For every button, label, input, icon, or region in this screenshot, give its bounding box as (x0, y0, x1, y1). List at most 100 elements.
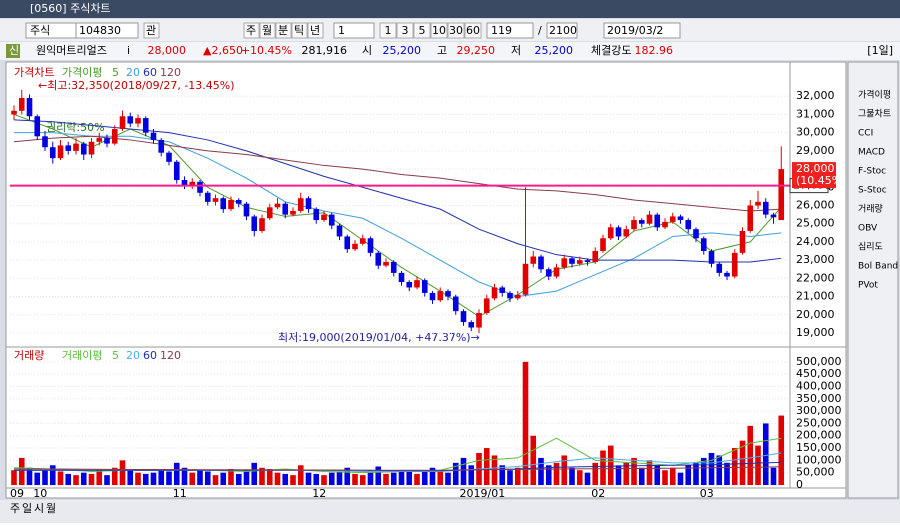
indicator-button[interactable]: 가격이평 (858, 89, 891, 101)
legend-entry: 120 (160, 66, 181, 79)
indicator-button[interactable]: 심리도 (858, 242, 883, 253)
volume-bar (398, 470, 405, 485)
volume-bar (685, 465, 692, 485)
candle-body (11, 110, 17, 115)
info-button[interactable]: i (127, 44, 130, 57)
chart-area (5, 61, 847, 499)
candle-body (778, 169, 785, 221)
interval-button[interactable] (413, 22, 431, 39)
candle-body (282, 203, 289, 215)
indicator-button[interactable]: PVot (858, 281, 878, 291)
bottom-tab[interactable]: 일 (22, 501, 32, 515)
chart-period: [1일] (867, 43, 893, 57)
window-title: [0560] 주식차트 (30, 2, 111, 15)
volume-bar (507, 470, 513, 485)
candle-body (739, 230, 746, 253)
candle-body (716, 263, 723, 273)
sidebar (847, 61, 899, 499)
candle-body (321, 214, 327, 221)
volume-bar (57, 471, 64, 485)
candle-body (762, 201, 769, 215)
candle-body (88, 141, 95, 155)
volume-bar (96, 470, 103, 485)
volume-bar (607, 445, 614, 485)
volume-bar (561, 455, 568, 485)
volume-bar (34, 472, 41, 485)
date-input[interactable] (603, 22, 681, 39)
interval-button[interactable] (464, 22, 482, 39)
volume-bar (65, 473, 72, 485)
candle-body (414, 280, 420, 288)
title-bar (0, 0, 900, 18)
stock-name: 원익머트리얼즈 (36, 43, 107, 57)
interval-button[interactable] (379, 22, 397, 39)
volume-bar (646, 460, 653, 485)
candle-body (631, 220, 637, 230)
indicator-button[interactable]: Bol Band (858, 262, 898, 272)
y-tick-label: 150,000 (796, 441, 842, 454)
volume-bar (135, 472, 141, 485)
indicator-button[interactable]: F-Stoc (858, 167, 886, 177)
candle-body (514, 294, 521, 299)
candle-body (600, 238, 606, 252)
volume-bar (545, 465, 552, 485)
interval-label: 10 (432, 24, 446, 37)
candle-body (708, 251, 715, 264)
candle-body (545, 269, 552, 277)
candle-body (421, 280, 428, 293)
volume-bar (514, 467, 521, 485)
indicator-button[interactable]: OBV (858, 224, 878, 234)
volume-bar (762, 423, 769, 485)
volume-bar (739, 440, 746, 485)
bottom-tab[interactable]: 주 (10, 502, 20, 515)
volume-bar (321, 475, 327, 485)
toolbar-button[interactable] (259, 22, 276, 39)
volume-bar (336, 471, 343, 485)
volume-bar (445, 472, 451, 485)
candle-body (452, 296, 459, 312)
indicator-button[interactable]: S-Stoc (858, 186, 887, 196)
candle-body (646, 214, 653, 224)
x-tick-label: 10 (33, 487, 47, 500)
y-tick-label: 300,000 (796, 404, 842, 417)
high: 29,250 (457, 44, 496, 57)
legend-ma-title: 가격이평 (62, 66, 102, 79)
volume-bar (204, 471, 211, 485)
interval-button[interactable] (396, 22, 414, 39)
volume-bar (538, 457, 544, 485)
y-tick-label: 100,000 (796, 453, 842, 466)
indicator-button[interactable]: 거래량 (858, 203, 883, 215)
candle-body (569, 258, 575, 264)
indicator-button[interactable]: 그물차트 (858, 108, 891, 120)
toolbar-button[interactable] (291, 22, 308, 39)
toolbar-button[interactable] (143, 22, 160, 39)
y-tick-label: 500,000 (796, 355, 842, 368)
badge-bg (6, 44, 20, 58)
toolbar-button[interactable] (307, 22, 324, 39)
code-input[interactable] (75, 22, 139, 39)
y-tick-label: 22,000 (796, 271, 835, 284)
toolbar-button[interactable] (243, 22, 260, 39)
legend-entry: 5 (112, 349, 119, 362)
volume-bar (11, 470, 17, 485)
period-input[interactable] (333, 22, 375, 39)
volume-bar (383, 473, 389, 485)
count-input[interactable] (486, 22, 534, 39)
total-input[interactable] (546, 22, 578, 39)
indicator-button[interactable]: MACD (858, 148, 885, 158)
ma-line (14, 132, 782, 298)
candle-body (18, 98, 25, 111)
interval-button[interactable] (447, 22, 465, 39)
volume-bar (111, 467, 118, 485)
candle-body (491, 287, 498, 299)
y-tick-label: 50,000 (796, 466, 835, 479)
interval-button[interactable] (430, 22, 448, 39)
toolbar-button[interactable] (275, 22, 292, 39)
indicator-button[interactable]: CCI (858, 129, 873, 139)
bottom-tab[interactable]: 시 (34, 502, 44, 515)
bottom-tab[interactable]: 월 (46, 502, 56, 515)
candle-body (383, 261, 389, 266)
volume-bar (290, 475, 296, 485)
volume-bar (731, 448, 738, 485)
toolbar-button-label: 월 (262, 24, 272, 37)
